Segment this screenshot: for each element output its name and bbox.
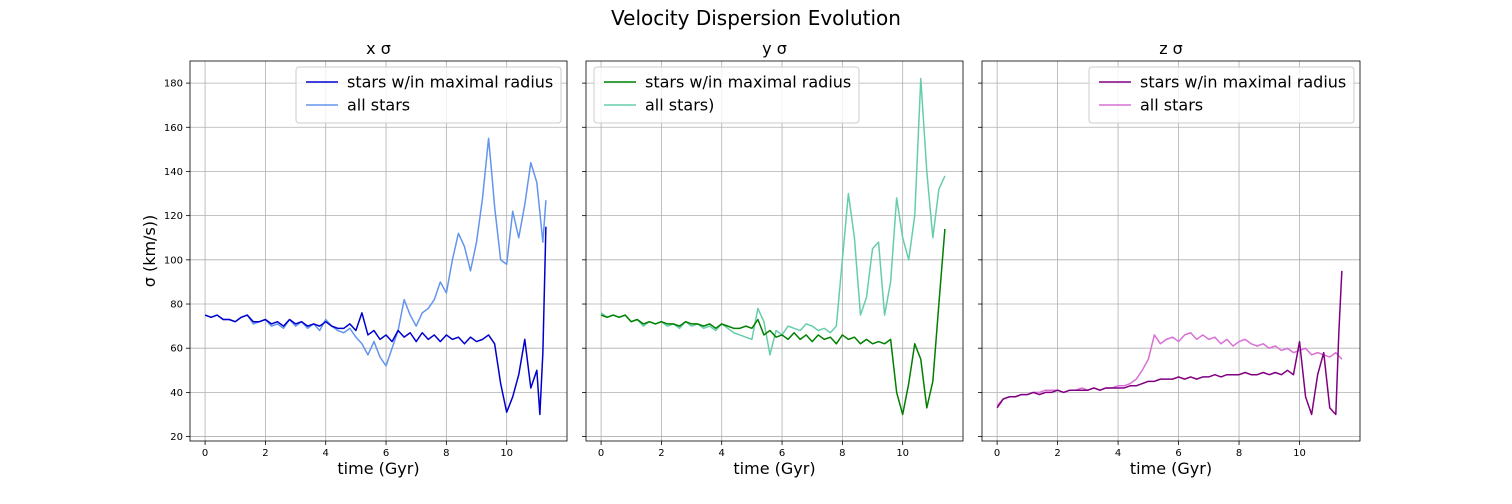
series-line-2 bbox=[996, 270, 1343, 416]
x-tick-label: 8 bbox=[1236, 448, 1242, 459]
x-tick-label: 10 bbox=[500, 448, 513, 459]
panel-2: 0 2 4 6 8 10 y σ time (Gyr) stars w/in maximal r… bbox=[582, 39, 964, 478]
legend-label: stars w/in maximal radius bbox=[347, 73, 553, 92]
panel-1: 0 2 4 6 8 10 20 40 60 80 100 120 140 160 180 x σ time (G… bbox=[140, 39, 568, 478]
legend-label: stars w/in maximal radius bbox=[1140, 73, 1346, 92]
x-tick-label: 0 bbox=[598, 448, 604, 459]
legend-label: stars w/in maximal radius bbox=[645, 73, 851, 92]
x-tick-label: 8 bbox=[443, 448, 449, 459]
y-axis-label: σ (km/s)) bbox=[140, 215, 159, 288]
x-tick-label: 0 bbox=[994, 448, 1000, 459]
x-tick-label: 2 bbox=[262, 448, 268, 459]
y-tick-label: 100 bbox=[164, 255, 183, 266]
x-tick-label: 6 bbox=[779, 448, 785, 459]
plot-frame bbox=[981, 60, 1361, 442]
panel-3: 0 2 4 6 8 10 z σ time (Gyr) stars w/in maximal r… bbox=[978, 39, 1361, 478]
series-line-2 bbox=[600, 228, 946, 416]
legend-label: all stars bbox=[347, 96, 410, 115]
panel-title: y σ bbox=[762, 39, 787, 58]
plot-frame bbox=[189, 60, 568, 442]
x-axis-label: time (Gyr) bbox=[733, 459, 815, 478]
legend-box bbox=[1088, 66, 1355, 124]
series-line-2 bbox=[204, 226, 547, 416]
legend-label: all stars bbox=[1140, 96, 1203, 115]
y-tick-label: 180 bbox=[164, 79, 183, 90]
x-tick-label: 10 bbox=[1293, 448, 1306, 459]
y-tick-label: 40 bbox=[170, 388, 183, 399]
series-line-1 bbox=[996, 331, 1343, 407]
legend: stars w/in maximal radius all stars bbox=[1088, 66, 1355, 124]
x-tick-label: 10 bbox=[896, 448, 909, 459]
panel-title: x σ bbox=[366, 39, 391, 58]
x-tick-label: 2 bbox=[658, 448, 664, 459]
x-tick-label: 4 bbox=[719, 448, 725, 459]
legend-box bbox=[593, 66, 860, 124]
y-tick-label: 160 bbox=[164, 123, 183, 134]
x-tick-label: 4 bbox=[1115, 448, 1121, 459]
plot-frame bbox=[585, 60, 964, 442]
x-tick-label: 6 bbox=[1175, 448, 1181, 459]
y-tick-label: 120 bbox=[164, 211, 183, 222]
x-tick-label: 4 bbox=[323, 448, 329, 459]
legend: stars w/in maximal radius all stars bbox=[295, 66, 562, 124]
x-axis-label: time (Gyr) bbox=[1130, 459, 1212, 478]
legend: stars w/in maximal radius all stars) bbox=[593, 66, 860, 124]
x-tick-label: 6 bbox=[383, 448, 389, 459]
legend-label: all stars) bbox=[645, 96, 714, 115]
figure-title: Velocity Dispersion Evolution bbox=[611, 6, 901, 30]
y-tick-label: 80 bbox=[170, 300, 183, 311]
x-tick-label: 0 bbox=[202, 448, 208, 459]
x-tick-label: 2 bbox=[1054, 448, 1060, 459]
y-tick-label: 20 bbox=[170, 432, 183, 443]
y-tick-label: 60 bbox=[170, 344, 183, 355]
panel-title: z σ bbox=[1159, 39, 1183, 58]
legend-box bbox=[295, 66, 562, 124]
x-axis-label: time (Gyr) bbox=[337, 459, 419, 478]
y-tick-label: 140 bbox=[164, 167, 183, 178]
x-tick-label: 8 bbox=[839, 448, 845, 459]
